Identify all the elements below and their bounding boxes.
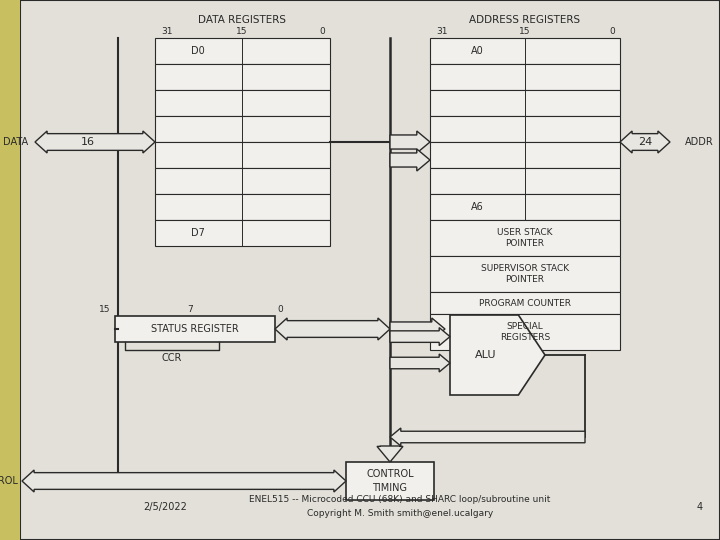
Text: D0: D0 [191,46,205,56]
Polygon shape [450,315,545,395]
Polygon shape [390,131,430,153]
Text: 15: 15 [236,26,248,36]
Bar [155,220,330,246]
Bar [155,142,330,168]
Text: 15: 15 [99,305,111,314]
Polygon shape [22,470,346,492]
Text: D7: D7 [191,228,205,238]
Text: 7: 7 [187,305,193,314]
Polygon shape [390,149,430,171]
Text: STATUS REGISTER: STATUS REGISTER [151,324,239,334]
Polygon shape [390,328,450,346]
Text: Copyright M. Smith smith@enel.ucalgary: Copyright M. Smith smith@enel.ucalgary [307,509,493,517]
Text: TIMING: TIMING [372,483,408,493]
Text: ADDR: ADDR [685,137,714,147]
Text: USER STACK
POINTER: USER STACK POINTER [498,228,553,248]
Bar [0,0,20,540]
Text: SPECIAL
REGISTERS: SPECIAL REGISTERS [500,322,550,342]
Bar [430,116,620,142]
Bar [430,292,620,314]
Text: CCR: CCR [162,353,182,363]
Polygon shape [35,131,155,153]
Text: 0: 0 [319,26,325,36]
Bar [430,220,620,256]
Text: A6: A6 [471,202,483,212]
Polygon shape [390,428,585,446]
Text: 16: 16 [81,137,95,147]
Text: 2/5/2022: 2/5/2022 [143,502,187,512]
Bar [155,64,330,90]
Text: 31: 31 [161,26,173,36]
Text: SUPERVISOR STACK
POINTER: SUPERVISOR STACK POINTER [481,264,569,284]
Text: 4: 4 [697,502,703,512]
Bar [430,194,620,220]
Polygon shape [390,354,450,372]
Bar [430,168,620,194]
Text: 0: 0 [609,26,615,36]
Bar [155,194,330,220]
Bar [155,116,330,142]
Polygon shape [390,318,445,340]
Bar [115,316,275,342]
Bar [430,256,620,292]
Bar [346,462,434,500]
Text: PROGRAM COUNTER: PROGRAM COUNTER [479,299,571,307]
Text: 24: 24 [638,137,652,147]
Bar [155,168,330,194]
Text: ENEL515 -- Microcoded CCU (68K) and SHARC loop/subroutine unit: ENEL515 -- Microcoded CCU (68K) and SHAR… [249,496,551,504]
Bar [430,142,620,168]
Text: DATA: DATA [3,137,28,147]
Text: ADDRESS REGISTERS: ADDRESS REGISTERS [469,15,580,25]
Bar [430,90,620,116]
Polygon shape [275,318,390,340]
Text: 0: 0 [277,305,283,314]
Text: 15: 15 [519,26,531,36]
Bar [430,314,620,350]
Text: 31: 31 [436,26,448,36]
Polygon shape [620,131,670,153]
Text: ALU: ALU [475,350,497,360]
Bar [155,90,330,116]
Text: CONTROL: CONTROL [366,469,414,479]
Text: ONTROL: ONTROL [0,476,18,486]
Text: DATA REGISTERS: DATA REGISTERS [199,15,287,25]
Bar [430,64,620,90]
Bar [155,38,330,64]
Polygon shape [377,446,403,462]
Bar [430,38,620,64]
Text: A0: A0 [471,46,483,56]
